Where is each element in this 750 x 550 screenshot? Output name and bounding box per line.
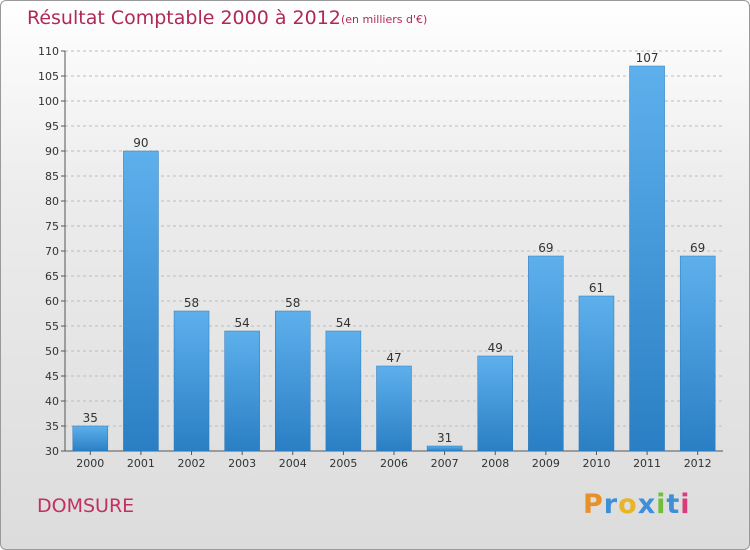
y-tick-label: 75 [45, 220, 59, 233]
x-tick-label-2001: 2001 [127, 457, 155, 470]
proxiti-logo: Proxiti [583, 489, 691, 520]
x-tick-label-2002: 2002 [178, 457, 206, 470]
bar-2004 [275, 310, 311, 452]
x-tick-label-2012: 2012 [684, 457, 712, 470]
y-tick-label: 70 [45, 245, 59, 258]
x-tick-label-2005: 2005 [329, 457, 357, 470]
y-tick-label: 55 [45, 320, 59, 333]
chart-title: Résultat Comptable 2000 à 2012 [27, 7, 341, 29]
y-tick-label: 35 [45, 420, 59, 433]
y-tick-label: 30 [45, 445, 59, 458]
data-label-2001: 90 [133, 136, 148, 150]
y-tick-label: 40 [45, 395, 59, 408]
x-tick-label-2008: 2008 [481, 457, 509, 470]
y-tick-label: 60 [45, 295, 59, 308]
y-tick-label: 110 [38, 45, 59, 58]
x-tick-label-2000: 2000 [76, 457, 104, 470]
bar-2002 [173, 310, 210, 452]
bar-2005 [325, 330, 362, 452]
logo-letter: o [618, 489, 638, 520]
y-tick-label: 65 [45, 270, 59, 283]
y-tick-label: 50 [45, 345, 59, 358]
logo-letter: x [637, 489, 657, 520]
x-tick-label-2011: 2011 [633, 457, 661, 470]
bar-2012 [679, 255, 716, 452]
bar-chart: 30 35 40 45 50 55 60 65 70 75 80 85 90 95 100 105 110 200… [38, 45, 723, 470]
bar-2003 [224, 330, 260, 452]
x-tick-label-2007: 2007 [431, 457, 459, 470]
data-label-2000: 35 [83, 411, 98, 425]
x-tick-label-2004: 2004 [279, 457, 307, 470]
data-label-2012: 69 [690, 241, 705, 255]
data-label-2008: 49 [488, 341, 503, 355]
y-tick-label: 90 [45, 145, 59, 158]
data-label-2006: 47 [386, 351, 401, 365]
logo-letter: P [583, 489, 604, 520]
data-label-2009: 69 [538, 241, 553, 255]
bar-2006 [376, 365, 412, 452]
y-tick-label: 45 [45, 370, 59, 383]
data-label-2011: 107 [636, 51, 659, 65]
data-label-2007: 31 [437, 431, 452, 445]
bar-2001 [123, 150, 159, 452]
y-tick-label: 85 [45, 170, 59, 183]
y-tick-label: 105 [38, 70, 59, 83]
x-tick-label-2006: 2006 [380, 457, 408, 470]
logo-letter: i [656, 489, 667, 520]
data-label-2004: 58 [285, 296, 300, 310]
bar-2011 [629, 65, 665, 452]
data-label-2005: 54 [336, 316, 351, 330]
x-tick-label-2009: 2009 [532, 457, 560, 470]
y-tick-label: 95 [45, 120, 59, 133]
data-label-2002: 58 [184, 296, 199, 310]
x-tick-label-2010: 2010 [582, 457, 610, 470]
bar-2009 [528, 255, 564, 452]
logo-letter: r [603, 489, 619, 520]
data-label-2010: 61 [589, 281, 604, 295]
logo-letter: i [680, 489, 691, 520]
bar-layer [72, 65, 716, 452]
commune-name: DOMSURE [37, 495, 135, 517]
y-tick-label: 80 [45, 195, 59, 208]
bar-2008 [477, 355, 513, 452]
bar-2000 [72, 425, 109, 452]
y-tick-label: 100 [38, 95, 59, 108]
data-label-2003: 54 [235, 316, 250, 330]
x-tick-label-2003: 2003 [228, 457, 256, 470]
label-layer: 35 90 58 54 58 54 47 31 49 69 61 107 69 [83, 51, 706, 445]
logo-letter: t [666, 489, 681, 520]
bar-2007 [426, 445, 463, 452]
bar-2010 [578, 295, 615, 452]
chart-subtitle: (en milliers d'€) [341, 13, 428, 26]
